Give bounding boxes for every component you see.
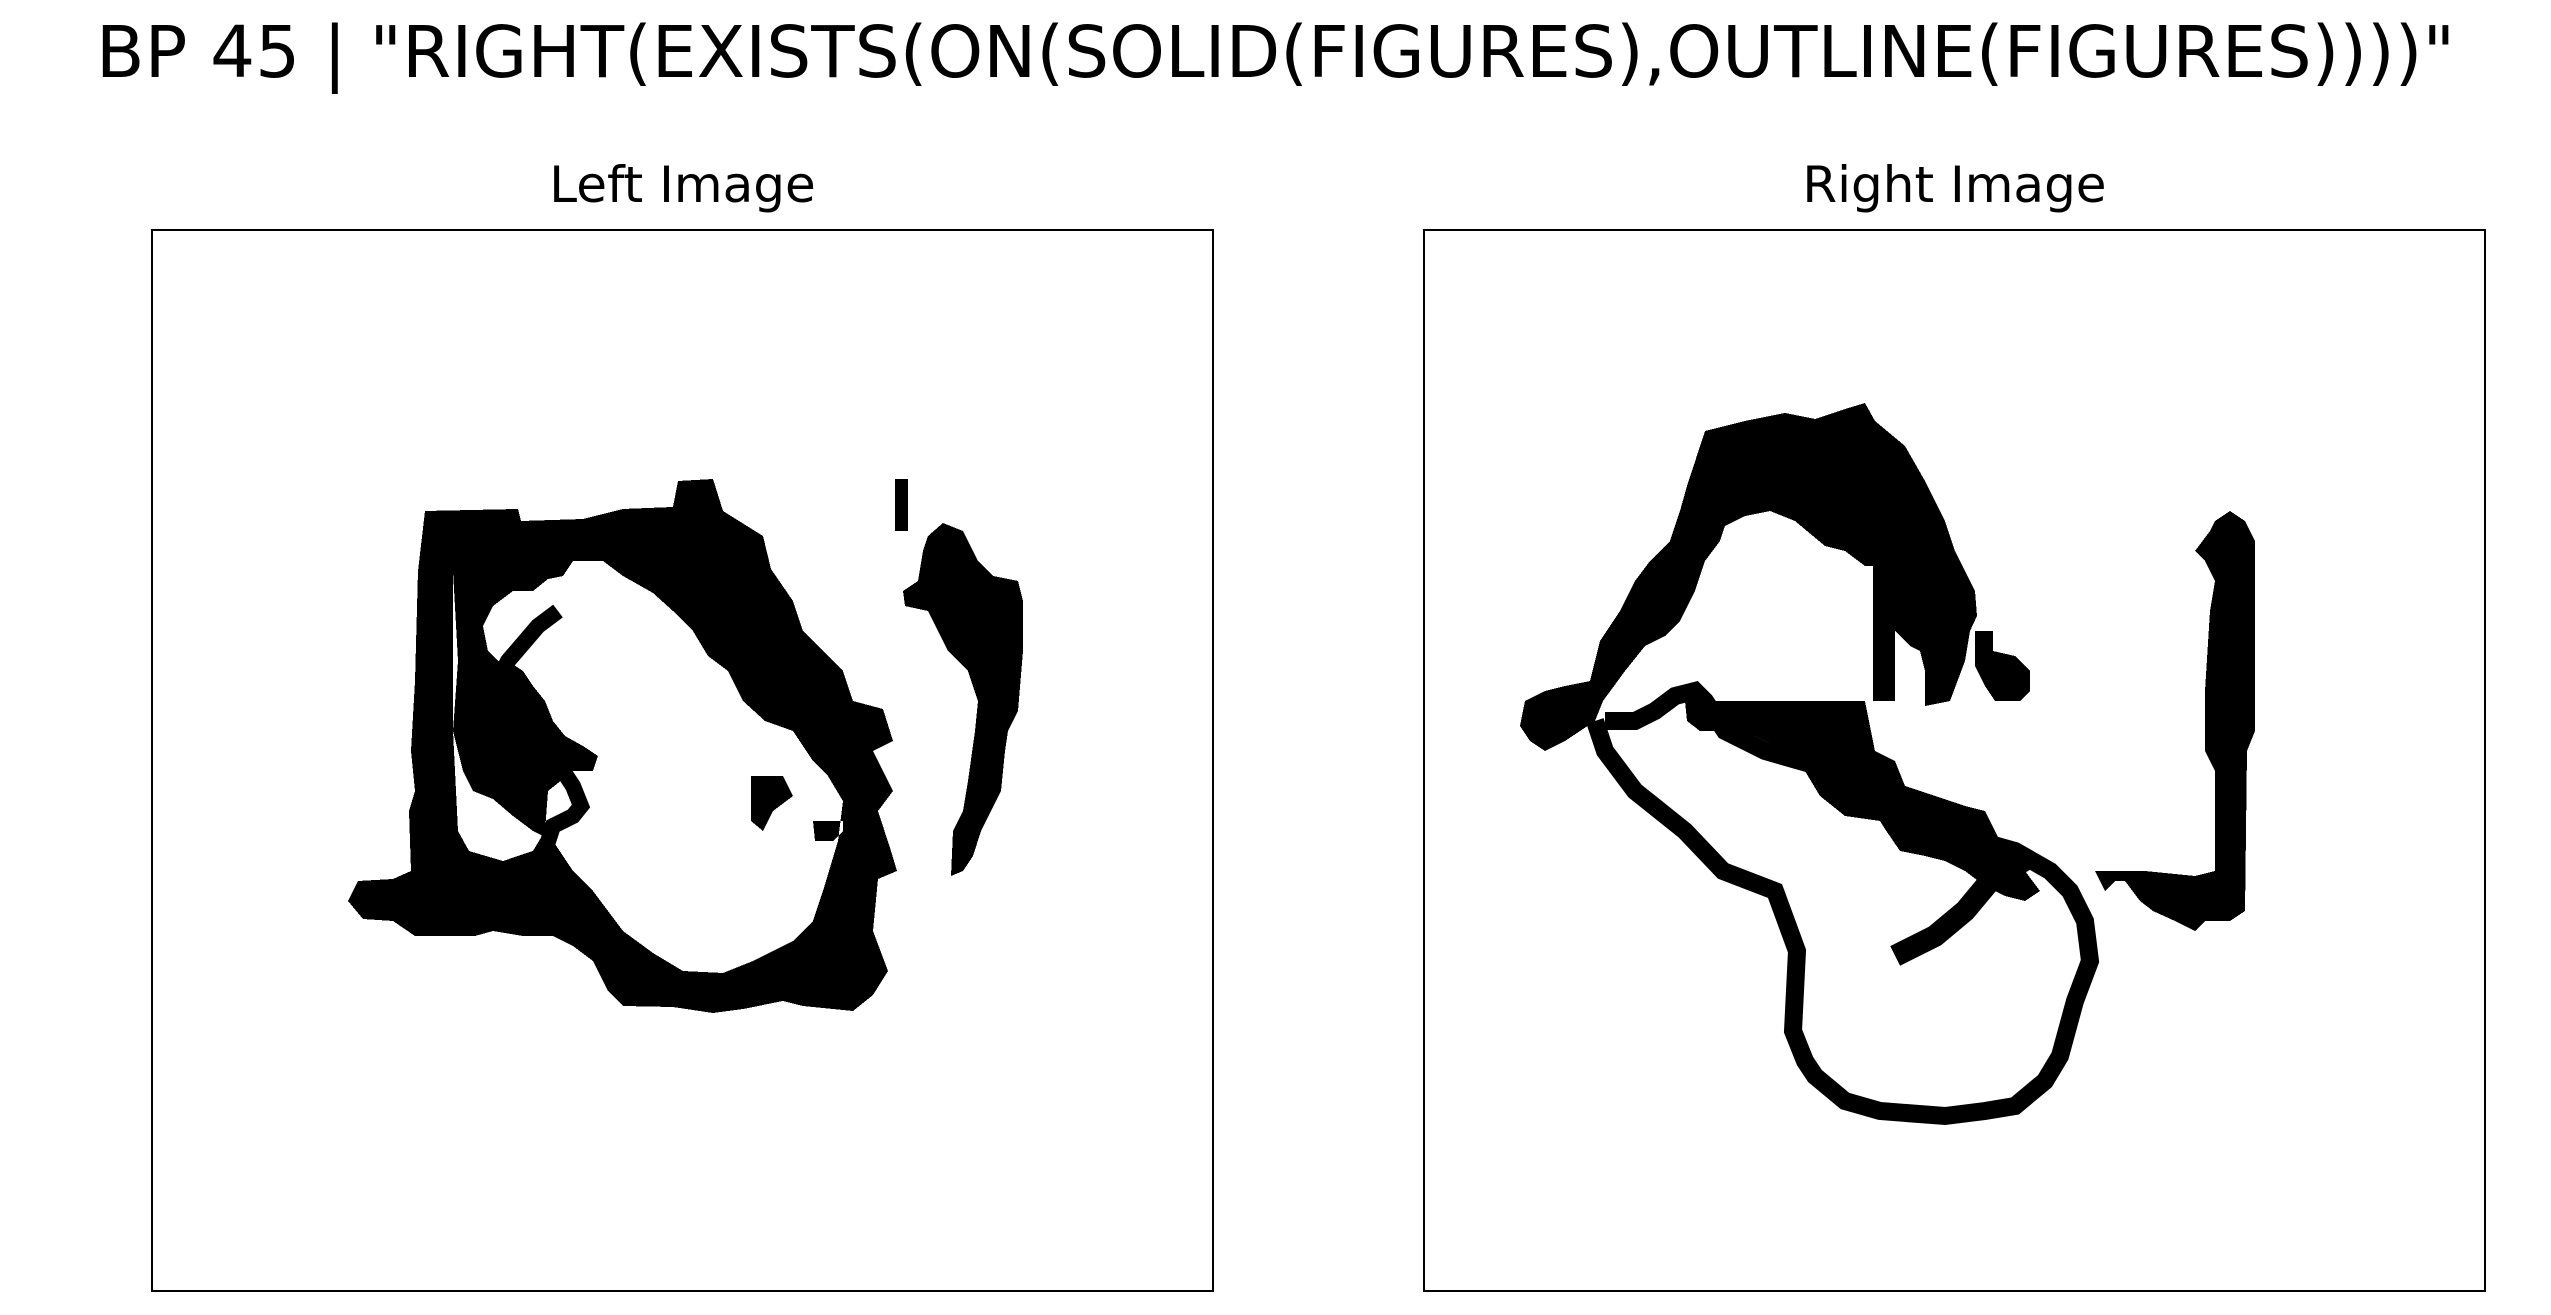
right-right-hook: [2095, 511, 2255, 931]
right-descender: [1975, 631, 2030, 701]
left-panel-title: Left Image: [549, 156, 816, 214]
right-vertical-bar: [1873, 561, 1895, 701]
right-panel-title: Right Image: [1802, 156, 2107, 214]
right-image-drawing: [1520, 403, 2255, 1126]
right-solid-arc: [1520, 403, 1977, 751]
figure-title: BP 45 | "RIGHT(EXISTS(ON(SOLID(FIGURES),…: [95, 11, 2456, 94]
left-image-panel: [151, 229, 1214, 1292]
right-image-panel: [1423, 229, 2486, 1292]
left-inner-stroke: [489, 604, 591, 874]
left-right-hook: [895, 479, 1023, 876]
right-middle-band: [1685, 701, 2040, 901]
left-solid-blob: [348, 479, 897, 1013]
left-image-drawing: [348, 479, 1023, 1013]
right-inner-diagonal: [1890, 850, 2031, 966]
